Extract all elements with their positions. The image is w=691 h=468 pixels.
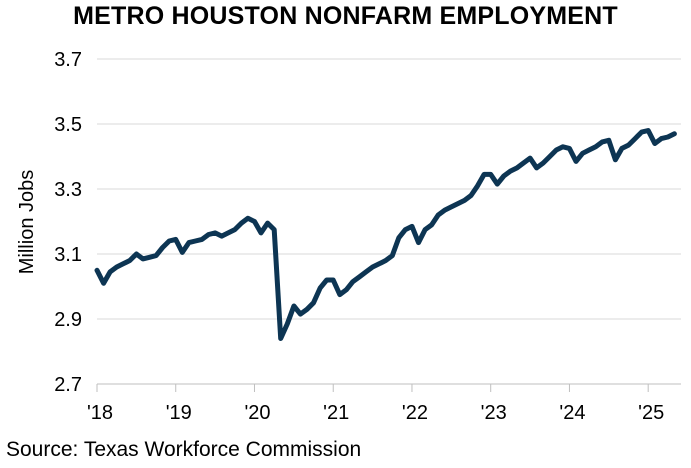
series-lines [94, 128, 677, 341]
y-tick-labels: 3.7 3.5 3.3 3.1 2.9 2.7 [54, 49, 82, 396]
y-tick-label: 2.9 [54, 309, 82, 331]
gridlines [97, 58, 681, 320]
y-tick-label: 2.7 [54, 374, 82, 396]
chart-title: METRO HOUSTON NONFARM EMPLOYMENT [73, 2, 618, 30]
x-tick-label: '25 [638, 402, 664, 424]
axes [96, 383, 681, 392]
x-tick-label: '19 [166, 402, 192, 424]
y-tick-label: 3.3 [54, 179, 82, 201]
x-tick-label: '24 [559, 402, 585, 424]
x-tick-labels: '18 '19 '20 '21 '22 '23 '24 '25 [87, 402, 664, 424]
y-axis-label: Million Jobs [16, 170, 38, 274]
y-tick-label: 3.1 [54, 244, 82, 266]
x-tick-label: '23 [481, 402, 507, 424]
x-tick-label: '22 [402, 402, 428, 424]
x-tick-label: '21 [323, 402, 349, 424]
y-tick-label: 3.5 [54, 114, 82, 136]
x-tick-label: '18 [87, 402, 113, 424]
x-tick-label: '20 [244, 402, 270, 424]
source-note: Source: Texas Workforce Commission [6, 438, 362, 461]
series-line [94, 128, 677, 341]
y-tick-label: 3.7 [54, 49, 82, 71]
